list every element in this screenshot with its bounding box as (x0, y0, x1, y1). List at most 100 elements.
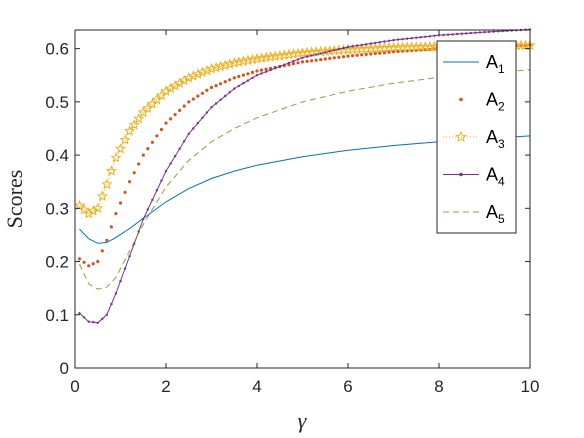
series-A2-point (128, 180, 132, 184)
series-A4-point (428, 35, 432, 38)
series-A4-point (401, 38, 404, 41)
series-A4-point (178, 147, 181, 150)
series-A3-point (287, 48, 299, 59)
series-A4-point (151, 198, 154, 201)
series-A3-point (242, 54, 254, 66)
series-A4-point (255, 74, 259, 77)
series-A4-point (237, 84, 240, 88)
series-A2-point (250, 70, 255, 74)
series-A4-point (387, 39, 391, 42)
x-tick-label: 10 (521, 377, 540, 396)
series-A3-point (233, 56, 245, 67)
series-A4-point (278, 65, 281, 68)
series-A4-point (214, 102, 218, 105)
legend-label-name: A (486, 127, 498, 147)
legend-label-name: A (486, 165, 498, 185)
series-A4-point (82, 316, 86, 319)
legend-label-name: A (486, 202, 498, 222)
series-A3-point (78, 203, 90, 215)
y-tick-label: 0.4 (45, 146, 69, 165)
series-A2-point (237, 74, 241, 79)
series-A2-point (314, 58, 318, 62)
series-A3-point (169, 80, 181, 91)
series-A2-point (355, 53, 359, 57)
series-A2-point (196, 94, 200, 98)
series-A2-point (341, 55, 346, 59)
series-A4-point (446, 33, 450, 36)
series-A4-point (360, 43, 363, 47)
series-A3-point (110, 151, 122, 163)
series-A3-point (128, 119, 140, 130)
series-A2-point (141, 153, 145, 157)
series-A4-point (246, 79, 250, 82)
series-A2-point (391, 50, 396, 54)
series-A3-point (183, 72, 195, 83)
series-A3-point (219, 59, 231, 71)
series-A4-point (123, 267, 127, 270)
series-A3-point (274, 49, 286, 61)
series-A2-point (87, 264, 91, 268)
series-A4-point (337, 48, 341, 51)
x-tick-label: 2 (161, 377, 170, 396)
series-A4-point (283, 63, 286, 66)
series-A1-line (79, 135, 531, 244)
series-A3-point (174, 77, 186, 88)
series-A3-point (124, 125, 136, 136)
plot-area-frame (74, 29, 531, 369)
series-A2-point (305, 59, 309, 64)
series-A2-point (360, 53, 364, 57)
series-A4-point (92, 321, 95, 324)
series-A4-point (114, 292, 118, 295)
series-A3-point (133, 112, 145, 124)
series-A2-point (332, 56, 336, 60)
series-A4-point (96, 321, 100, 324)
series-A2-point (182, 104, 186, 108)
series-A2-point (159, 127, 164, 132)
series-A2-point (109, 225, 113, 229)
legend-marker (459, 97, 463, 102)
series-A2-point (187, 100, 191, 104)
series-A4-point (110, 302, 113, 306)
legend-label-subscript: 3 (498, 137, 505, 151)
legend-entry-A2: A2 (459, 90, 505, 114)
legend-label: A5 (486, 202, 505, 226)
series-A2-point (364, 52, 368, 57)
series-A2-point (228, 78, 232, 82)
series-A4-point (173, 155, 177, 158)
ticks-layer: 0 2 4 6 8 10 0 0.1 0.2 0.3 0.4 0.5 0.6 (45, 30, 539, 396)
y-tick-label: 0.1 (45, 306, 69, 325)
series-A4-point (319, 52, 322, 55)
series-A4-point (342, 46, 345, 50)
series-A2-point (173, 113, 177, 117)
series-A4-point (201, 116, 204, 120)
series-A2-point (382, 51, 386, 55)
series-A1 (79, 135, 531, 244)
series-A2-point (346, 54, 350, 58)
series-A4 (78, 28, 532, 324)
series-A4-point (383, 40, 386, 43)
series-A3-point (74, 199, 86, 211)
series-A4-point (260, 72, 263, 75)
legend-label-name: A (486, 52, 498, 72)
series-A4-point (478, 31, 482, 34)
series-A4-point (78, 312, 81, 315)
series-A2-point (105, 238, 109, 242)
series-A4-point (128, 255, 131, 258)
series-A4-point (274, 67, 277, 70)
legend-label-subscript: 1 (498, 62, 505, 76)
series-A2-point (373, 51, 377, 56)
series-A2-point (428, 47, 432, 51)
series-A4-point (437, 34, 441, 37)
series-A3-point (256, 52, 268, 63)
series-A4-point (146, 208, 149, 211)
y-axis-label: Scores (2, 170, 27, 229)
series-A4-point (451, 33, 454, 36)
series-A3-point (246, 53, 258, 65)
series-A2-point (132, 171, 136, 175)
series-A4-line (79, 29, 531, 324)
series-A3-point (269, 50, 281, 62)
series-A2-point (91, 262, 95, 266)
series-A3-point (165, 82, 177, 94)
x-tick-label: 4 (252, 377, 261, 396)
